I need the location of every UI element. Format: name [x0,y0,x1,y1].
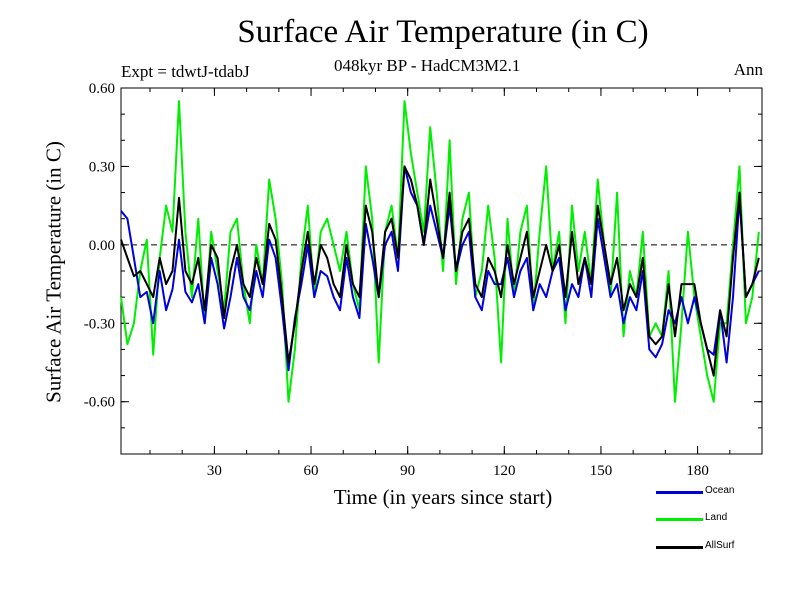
legend-label-ocean: Ocean [705,485,735,496]
legend-item-ocean: Ocean [656,485,796,499]
series-line-allsurf [120,165,760,377]
y-tick-label: -0.30 [84,316,115,332]
chart-subtitle: 048kyr BP - HadCM3M2.1 [334,56,521,75]
season-label: Ann [733,60,763,79]
legend-swatch-ocean [656,491,703,494]
series-line-land [120,100,760,403]
legend-item-land: Land [656,512,796,526]
chart-title: Surface Air Temperature (in C) [237,14,649,50]
legend-swatch-land [656,518,703,521]
legend-label-land: Land [705,512,728,523]
x-tick-label: 150 [590,463,613,479]
y-tick-label: 0.60 [89,81,115,97]
legend-label-allsurf: AllSurf [705,540,735,551]
x-tick-label: 120 [493,463,516,479]
y-tick-label: 0.30 [89,159,115,175]
x-tick-label: 30 [207,463,222,479]
x-axis-label: Time (in years since start) [333,485,553,509]
legend-swatch-allsurf [656,546,703,549]
experiment-label: Expt = tdwtJ-tdabJ [121,62,250,81]
y-tick-label: -0.60 [84,395,115,411]
x-tick-label: 60 [304,463,319,479]
legend-item-allsurf: AllSurf [656,540,796,554]
series-line-ocean [120,165,760,372]
y-tick-label: 0.00 [89,238,115,254]
y-axis-label: Surface Air Temperature (in C) [41,141,66,403]
x-tick-label: 180 [686,463,709,479]
x-tick-label: 90 [400,463,415,479]
